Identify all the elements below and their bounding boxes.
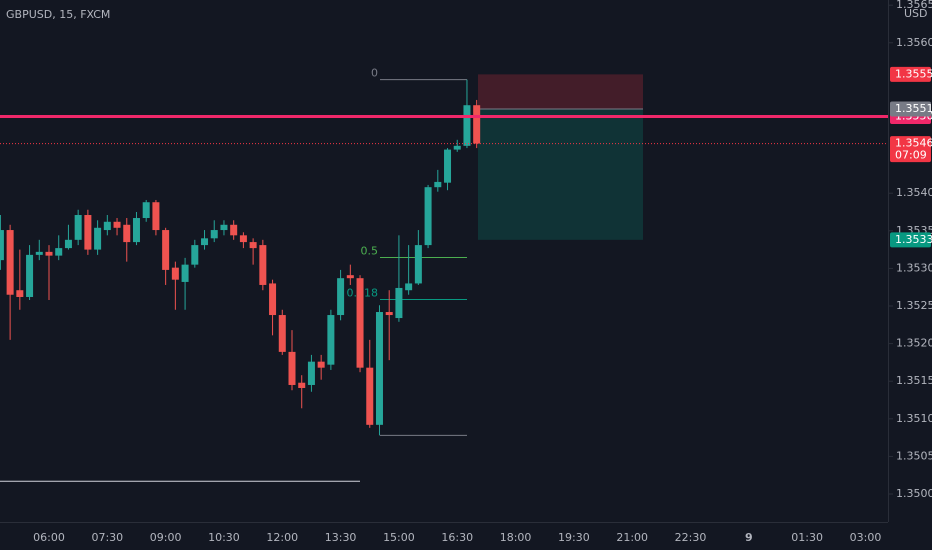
candle-body	[337, 278, 345, 316]
y-tick-label: 1.35300	[896, 261, 932, 274]
candle-body	[94, 227, 102, 250]
y-tick-label: 1.35250	[896, 299, 932, 312]
candle-body	[152, 202, 160, 231]
stop-zone	[478, 74, 643, 109]
candle-body	[45, 251, 53, 256]
candle-body	[210, 230, 218, 239]
candle-body	[239, 235, 247, 243]
candle-body	[288, 351, 296, 385]
candle-body	[249, 242, 257, 249]
x-tick-label: 01:30	[791, 531, 823, 544]
entry-label-box	[890, 101, 931, 117]
x-tick-label: 19:30	[558, 531, 590, 544]
candle-body	[220, 224, 228, 231]
target-label-box	[890, 232, 931, 248]
candle-body	[16, 290, 24, 297]
x-tick-label: 22:30	[675, 531, 707, 544]
candle-body	[64, 239, 72, 249]
x-tick-label: 9	[745, 531, 753, 544]
candle-body	[181, 264, 189, 282]
candle-body	[171, 267, 179, 280]
y-tick-label: 1.35150	[896, 374, 932, 387]
candle-body	[356, 278, 364, 368]
candle-body	[298, 382, 306, 388]
candle-body	[35, 251, 43, 255]
x-tick-label: 18:00	[500, 531, 532, 544]
candle-body	[6, 230, 14, 295]
target-label: 1.35338	[895, 233, 932, 246]
candle-body	[191, 245, 199, 265]
currency-label: USD	[904, 7, 928, 20]
candle-body	[473, 105, 481, 144]
last-price-label: 1.35466	[895, 137, 932, 150]
x-tick-label: 06:00	[33, 531, 65, 544]
candle-body	[453, 145, 461, 150]
y-tick-label: 1.35650	[896, 0, 932, 11]
candle-body	[278, 315, 286, 352]
candle-body	[346, 275, 354, 279]
candle-body	[317, 361, 325, 368]
x-tick-label: 09:00	[150, 531, 182, 544]
candle-body	[414, 245, 422, 284]
candle-body	[385, 312, 393, 316]
candle-body	[444, 149, 452, 183]
x-tick-label: 21:00	[616, 531, 648, 544]
candle-body	[0, 230, 4, 261]
entry-label: 1.35512	[895, 102, 932, 115]
y-tick-label: 1.35000	[896, 487, 932, 500]
candle-body	[424, 187, 432, 246]
candle-body	[123, 224, 131, 243]
candle-body	[162, 230, 170, 270]
candle-body	[103, 221, 111, 231]
y-tick-label: 1.35200	[896, 337, 932, 350]
candle-body	[55, 248, 63, 256]
y-tick-label: 1.35400	[896, 186, 932, 199]
stop-label-box	[890, 66, 931, 82]
candle-body	[201, 238, 209, 246]
last-price-box	[890, 136, 931, 163]
candle-body	[307, 361, 315, 385]
candle-body	[26, 254, 34, 297]
y-tick-label: 1.35100	[896, 412, 932, 425]
candle-body	[366, 367, 374, 425]
x-tick-label: 07:30	[91, 531, 123, 544]
symbol-header: GBPUSD, 15, FXCM	[6, 8, 110, 21]
fib-label: 0	[371, 67, 378, 80]
candle-body	[375, 312, 383, 425]
candle-body	[463, 105, 471, 146]
candle-body	[269, 283, 277, 316]
target-zone	[478, 108, 643, 240]
candle-body	[327, 315, 335, 365]
stop-label: 1.35558	[895, 67, 932, 80]
candle-body	[84, 215, 92, 250]
candle-body	[230, 224, 238, 236]
candle-body	[74, 215, 82, 240]
x-tick-label: 13:30	[325, 531, 357, 544]
candle-body	[405, 283, 413, 291]
countdown-label: 07:09	[895, 149, 927, 162]
x-tick-label: 15:00	[383, 531, 415, 544]
candle-body	[395, 287, 403, 319]
candle-body	[434, 181, 442, 188]
x-tick-label: 10:30	[208, 531, 240, 544]
x-tick-label: 03:00	[850, 531, 882, 544]
y-tick-label: 1.35600	[896, 36, 932, 49]
y-tick-label: 1.35050	[896, 449, 932, 462]
x-tick-label: 12:00	[266, 531, 298, 544]
candle-body	[259, 245, 267, 285]
fib-label: 0.5	[361, 245, 379, 258]
x-tick-label: 16:30	[441, 531, 473, 544]
candle-body	[142, 202, 150, 219]
candle-body	[132, 218, 140, 243]
candle-body	[113, 221, 121, 228]
